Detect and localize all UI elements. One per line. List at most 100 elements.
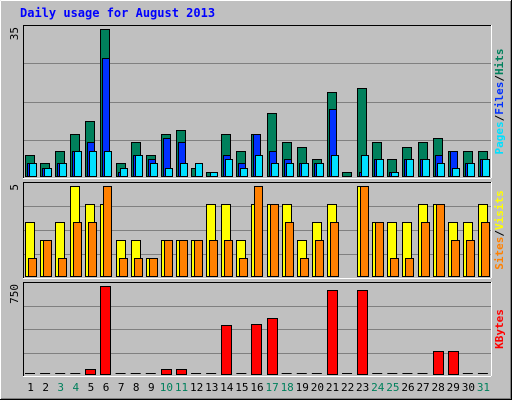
bar-sites xyxy=(164,240,173,277)
bar-sites xyxy=(194,240,203,277)
bar-sites xyxy=(209,240,218,277)
x-tick-label: 20 xyxy=(311,381,324,394)
y-axis-max-label: 5 xyxy=(8,184,21,191)
legend-kbytes: KBytes xyxy=(493,309,506,349)
legend-visits: Visits xyxy=(493,190,506,230)
y-axis-max-label: 750 xyxy=(8,284,21,304)
bar-sites xyxy=(254,186,263,277)
x-tick-label: 5 xyxy=(88,381,95,394)
x-tick-label: 2 xyxy=(42,381,49,394)
legend-hits: Hits xyxy=(493,49,506,76)
bar-pages xyxy=(482,159,490,177)
bar-pages xyxy=(180,163,188,177)
x-tick-label: 19 xyxy=(296,381,309,394)
legend-separator: / xyxy=(493,75,506,82)
bar-sites xyxy=(239,258,248,277)
bar-pages xyxy=(376,159,384,177)
bar-kbytes xyxy=(267,318,278,375)
x-tick-label: 22 xyxy=(341,381,354,394)
x-tick-label: 13 xyxy=(205,381,218,394)
x-tick-label: 16 xyxy=(250,381,263,394)
bar-pages xyxy=(59,163,67,177)
bar-sites xyxy=(134,258,143,277)
bar-pages xyxy=(452,168,460,177)
x-tick-label: 26 xyxy=(401,381,414,394)
bar-pages xyxy=(286,163,294,177)
x-tick-label: 31 xyxy=(477,381,490,394)
bar-sites xyxy=(88,222,97,277)
x-tick-label: 14 xyxy=(220,381,234,394)
bar-kbytes xyxy=(448,351,459,375)
bar-sites xyxy=(285,222,294,277)
x-tick-label: 11 xyxy=(175,381,188,394)
bar-hits xyxy=(342,172,352,177)
x-tick-label: 9 xyxy=(148,381,155,394)
bar-sites xyxy=(149,258,158,277)
bar-pages xyxy=(240,168,248,177)
bar-pages xyxy=(44,168,52,177)
bar-pages xyxy=(406,159,414,177)
x-tick-label: 27 xyxy=(416,381,429,394)
bar-sites xyxy=(103,186,112,277)
x-tick-label: 8 xyxy=(133,381,140,394)
bar-sites xyxy=(360,186,369,277)
bar-pages xyxy=(361,155,369,177)
bar-pages xyxy=(195,163,203,177)
panel-visits-sites: 5 Sites/Visits xyxy=(8,182,506,279)
bar-sites xyxy=(58,258,67,277)
bar-sites xyxy=(390,258,399,277)
bar-pages xyxy=(150,163,158,177)
x-tick-label: 15 xyxy=(235,381,248,394)
x-tick-label: 10 xyxy=(160,381,173,394)
x-tick-label: 12 xyxy=(190,381,203,394)
y-axis-max-label: 35 xyxy=(8,27,21,40)
bar-kbytes xyxy=(85,369,96,375)
x-tick-label: 25 xyxy=(386,381,399,394)
bar-pages xyxy=(89,151,97,177)
bar-kbytes xyxy=(357,290,368,375)
legend-pages: Pages xyxy=(493,121,506,154)
bar-pages xyxy=(301,163,309,177)
bar-pages xyxy=(120,168,128,177)
panel-right-legend: KBytes xyxy=(493,309,506,349)
bar-pages xyxy=(135,155,143,177)
x-tick-label: 3 xyxy=(57,381,64,394)
bar-sites xyxy=(270,204,279,277)
legend-files: Files xyxy=(493,82,506,115)
bar-sites xyxy=(330,222,339,277)
bar-sites xyxy=(300,258,309,277)
bar-kbytes xyxy=(433,351,444,375)
bar-kbytes xyxy=(100,286,111,375)
x-tick-label: 18 xyxy=(281,381,294,394)
x-tick-label: 6 xyxy=(103,381,110,394)
x-tick-label: 23 xyxy=(356,381,369,394)
bar-pages xyxy=(225,159,233,177)
bar-sites xyxy=(466,240,475,277)
bar-pages xyxy=(422,159,430,177)
bar-sites xyxy=(481,222,490,277)
bar-pages xyxy=(316,163,324,177)
bar-kbytes xyxy=(176,369,187,375)
bar-pages xyxy=(271,163,279,177)
x-tick-label: 7 xyxy=(118,381,125,394)
bar-pages xyxy=(391,172,399,177)
bar-sites xyxy=(28,258,37,277)
x-axis-day-labels: 1 2 3 4 5 6 7 8 9 10 11 12 13 14 15 16 17 18 19 20 21 22 23 24 2… xyxy=(27,381,490,394)
bar-sites xyxy=(436,204,445,277)
panel-right-legend: Sites/Visits xyxy=(493,190,506,270)
x-tick-label: 28 xyxy=(432,381,445,394)
bar-pages xyxy=(165,168,173,177)
bar-sites xyxy=(421,222,430,277)
bar-pages xyxy=(74,151,82,177)
x-tick-label: 1 xyxy=(27,381,34,394)
bar-pages xyxy=(29,163,37,177)
bar-sites xyxy=(73,222,82,277)
legend-separator: / xyxy=(493,230,506,237)
bar-sites xyxy=(179,240,188,277)
x-tick-label: 24 xyxy=(371,381,385,394)
bar-pages xyxy=(331,155,339,177)
bar-kbytes xyxy=(161,369,172,375)
bar-kbytes xyxy=(221,325,232,375)
